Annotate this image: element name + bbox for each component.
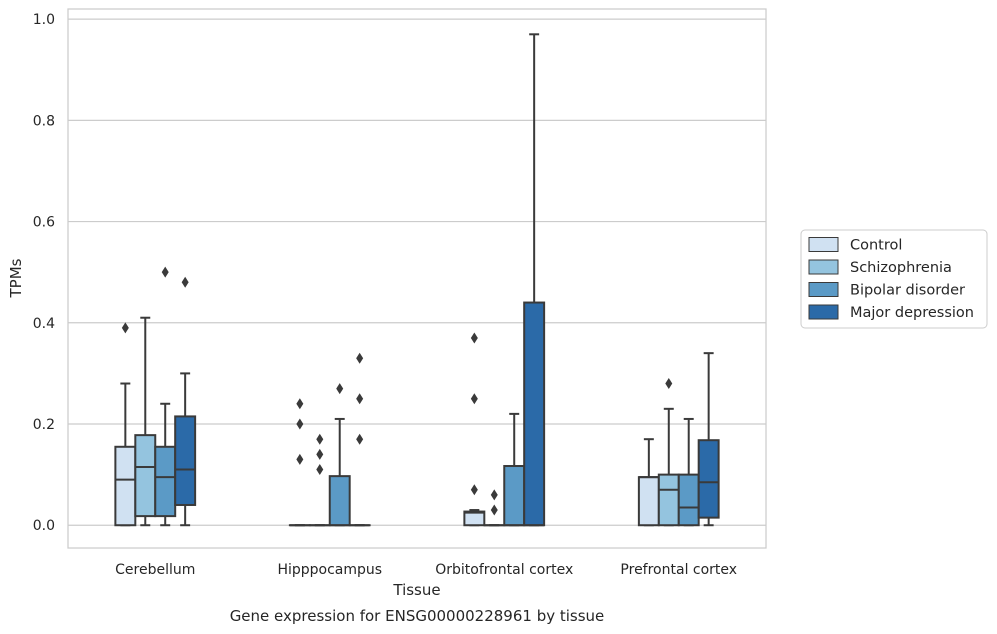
legend-swatch bbox=[808, 304, 839, 320]
box-schizophrenia bbox=[134, 316, 157, 527]
outlier-point bbox=[470, 393, 478, 405]
legend-label: Major depression bbox=[850, 305, 974, 321]
box-schizophrenia bbox=[308, 433, 331, 527]
x-axis-title: Tissue bbox=[392, 581, 440, 599]
box-control bbox=[463, 332, 486, 527]
box-bipolar-disorder bbox=[154, 266, 177, 527]
outlier-point bbox=[470, 484, 478, 496]
y-axis-title: TPMs bbox=[7, 258, 25, 298]
box-bipolar-disorder bbox=[328, 383, 351, 527]
box-iqr bbox=[503, 465, 526, 527]
box-iqr bbox=[174, 415, 197, 506]
box-bipolar-disorder bbox=[503, 412, 526, 527]
plot-frame bbox=[67, 8, 767, 549]
y-tick-label: 0.2 bbox=[33, 417, 55, 433]
box-plots bbox=[114, 33, 720, 527]
x-tick-label: Hipppocampus bbox=[277, 562, 382, 578]
outlier-point bbox=[181, 276, 189, 288]
box-iqr bbox=[523, 301, 546, 527]
outlier-point bbox=[316, 433, 324, 445]
box-schizophrenia bbox=[657, 378, 680, 527]
box-iqr bbox=[154, 445, 177, 518]
y-tick-label: 0.4 bbox=[33, 316, 55, 332]
outlier-point bbox=[296, 418, 304, 430]
box-iqr bbox=[114, 445, 137, 527]
box-control bbox=[637, 438, 660, 527]
y-tick-label: 1.0 bbox=[33, 12, 55, 28]
chart-caption: Gene expression for ENSG00000228961 by t… bbox=[230, 607, 605, 625]
x-tick-label: Prefrontal cortex bbox=[620, 562, 737, 578]
outlier-point bbox=[296, 398, 304, 410]
y-tick-label: 0.0 bbox=[33, 518, 55, 534]
box-iqr bbox=[328, 475, 351, 527]
box-bipolar-disorder bbox=[677, 417, 700, 527]
box-major-depression bbox=[348, 352, 371, 527]
x-axis: Cerebellum Hipppocampus Orbitofrontal cort… bbox=[115, 562, 737, 578]
outlier-point bbox=[356, 433, 364, 445]
outlier-point bbox=[336, 383, 344, 395]
y-axis: 0.0 0.2 0.4 0.6 0.8 1.0 bbox=[33, 12, 55, 534]
outlier-point bbox=[121, 322, 129, 334]
legend-swatch bbox=[808, 282, 839, 297]
legend: Control Schizophrenia Bipolar disorder Majo… bbox=[800, 229, 988, 329]
box-control bbox=[288, 398, 311, 527]
outlier-point bbox=[161, 266, 169, 278]
outlier-point bbox=[316, 448, 324, 460]
legend-label: Control bbox=[850, 238, 902, 254]
outlier-point bbox=[356, 393, 364, 405]
box-iqr bbox=[677, 473, 700, 527]
legend-swatch bbox=[808, 237, 839, 252]
box-major-depression bbox=[523, 33, 546, 527]
legend-label: Schizophrenia bbox=[850, 260, 952, 276]
box-iqr bbox=[697, 439, 720, 519]
box-schizophrenia bbox=[483, 489, 506, 527]
box-major-depression bbox=[174, 276, 197, 527]
legend-frame bbox=[800, 229, 988, 329]
box-major-depression bbox=[697, 352, 720, 527]
x-tick-label: Orbitofrontal cortex bbox=[435, 562, 573, 578]
outlier-point bbox=[490, 504, 498, 516]
outlier-point bbox=[356, 352, 364, 364]
legend-label: Bipolar disorder bbox=[850, 283, 965, 299]
box-iqr bbox=[134, 434, 157, 518]
outlier-point bbox=[665, 378, 673, 390]
x-tick-label: Cerebellum bbox=[115, 562, 195, 578]
legend-swatch bbox=[808, 259, 839, 275]
outlier-point bbox=[316, 464, 324, 476]
y-tick-label: 0.8 bbox=[33, 113, 55, 129]
outlier-point bbox=[470, 332, 478, 344]
box-iqr bbox=[657, 473, 680, 527]
box-iqr bbox=[637, 476, 660, 527]
outlier-point bbox=[296, 453, 304, 465]
outlier-point bbox=[490, 489, 498, 501]
y-tick-label: 0.6 bbox=[33, 215, 55, 231]
box-iqr bbox=[463, 510, 486, 527]
